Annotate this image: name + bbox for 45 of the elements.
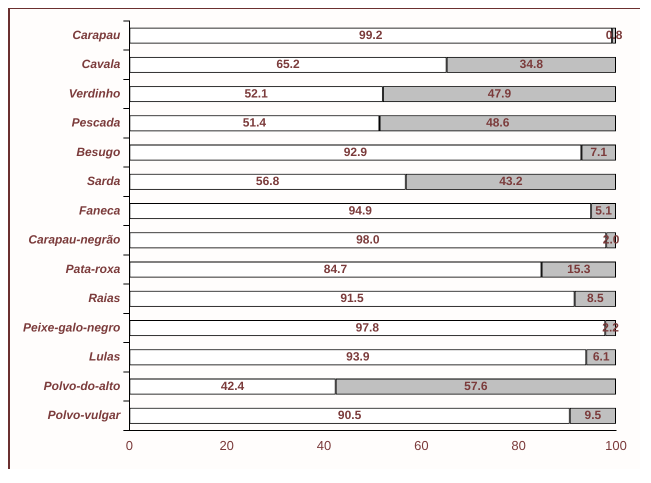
data-label: 7.1: [590, 144, 608, 159]
y-tick-label: Carapau-negrão: [28, 232, 120, 247]
data-label: 57.6: [464, 378, 488, 393]
data-label: 51.4: [242, 116, 266, 130]
data-label: 34.8: [520, 57, 544, 72]
x-tick-label: 20: [219, 438, 234, 453]
y-tick-label: Carapau: [72, 28, 122, 42]
y-tick-label: Sarda: [86, 174, 121, 188]
data-label: 15.3: [567, 262, 591, 276]
y-tick-label: Lulas: [89, 350, 121, 364]
data-label: 92.9: [344, 144, 368, 159]
data-label: 90.5: [338, 408, 362, 422]
data-label: 84.7: [324, 262, 348, 276]
y-tick-label: Pata-roxa: [66, 262, 121, 276]
data-label: 9.5: [584, 408, 602, 422]
y-tick-label: Besugo: [76, 144, 120, 159]
x-tick-label: 0: [126, 438, 133, 453]
data-label: 8.5: [586, 291, 604, 306]
data-label: 6.1: [592, 350, 610, 364]
data-label: 52.1: [244, 86, 268, 100]
data-label: 56.8: [256, 174, 280, 188]
y-tick-label: Cavala: [82, 57, 121, 72]
data-label: 99.2: [359, 28, 383, 42]
y-tick-label: Pescada: [72, 116, 121, 130]
data-label: 97.8: [356, 320, 380, 334]
y-tick-label: Verdinho: [68, 86, 120, 100]
data-label: 93.9: [346, 350, 370, 364]
x-tick-label: 60: [414, 438, 429, 453]
x-tick-label: 80: [511, 438, 526, 453]
data-label: 98.0: [356, 232, 380, 247]
y-tick-label: Faneca: [78, 203, 121, 218]
data-label: 48.6: [486, 116, 510, 130]
y-tick-label: Raias: [88, 291, 121, 306]
y-tick-label: Polvo-vulgar: [48, 408, 122, 422]
data-label: 5.1: [595, 203, 612, 218]
x-tick-label: 100: [605, 438, 627, 453]
data-label: 47.9: [488, 86, 512, 100]
y-tick-label: Polvo-do-alto: [44, 378, 120, 393]
data-label: 65.2: [276, 57, 300, 72]
data-label: 94.9: [348, 203, 372, 218]
x-tick-label: 40: [316, 438, 332, 453]
y-tick-label: Peixe-galo-negro: [22, 320, 120, 334]
data-label: 42.4: [220, 378, 245, 393]
data-label: 43.2: [499, 174, 523, 188]
data-label: 91.5: [340, 291, 364, 306]
